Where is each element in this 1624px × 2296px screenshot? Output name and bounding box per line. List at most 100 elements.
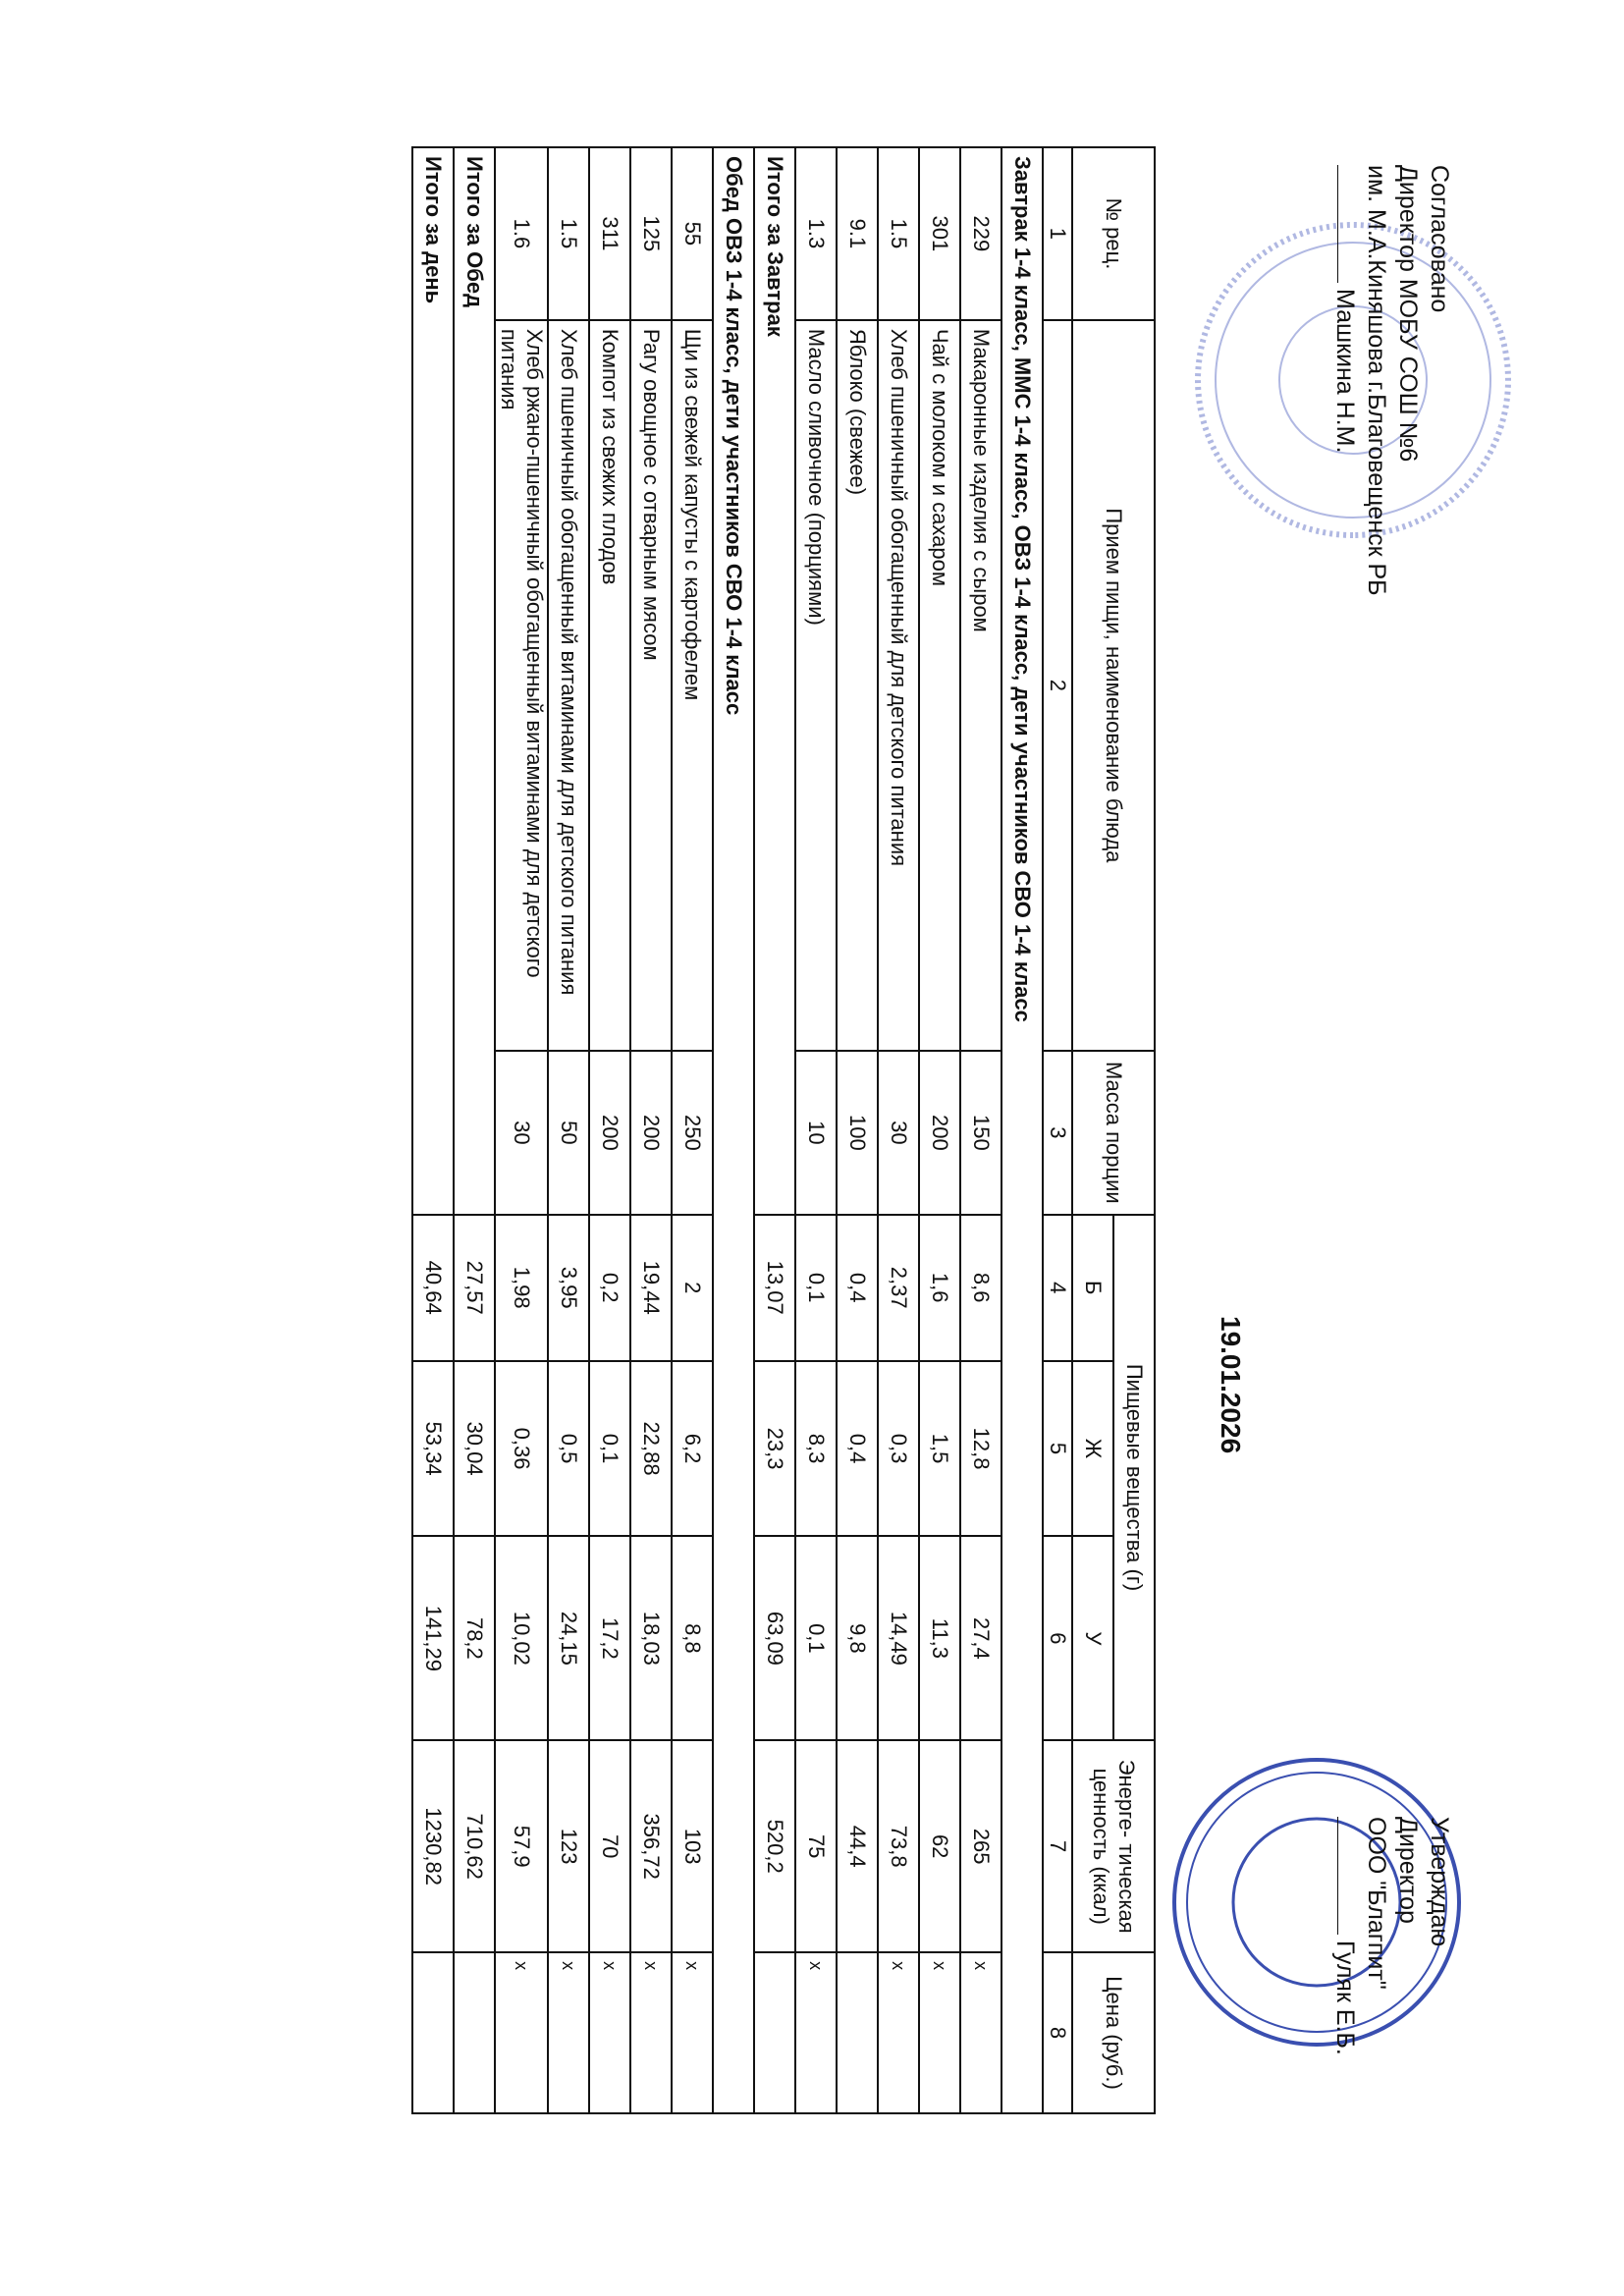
approval-organization: им. М.А.Киняшова г.Благовещенск РБ bbox=[1363, 165, 1390, 596]
fat-value: 0,5 bbox=[548, 1360, 589, 1537]
price-value: x bbox=[878, 1952, 919, 2113]
recipe-number: 1.6 bbox=[495, 147, 548, 320]
dish-name: Чай с молоком и сахаром bbox=[919, 319, 960, 1051]
recipe-number: 1.3 bbox=[795, 147, 837, 320]
total-zh: 30,04 bbox=[454, 1360, 495, 1537]
table-row: 1.5 Хлеб пшеничный обогащенный витаминами… bbox=[548, 147, 589, 2113]
dish-name: Рагу овощное с отварным мясом bbox=[630, 319, 672, 1051]
energy-value: 44,4 bbox=[837, 1740, 878, 1953]
protein-value: 1,6 bbox=[919, 1214, 960, 1361]
total-price bbox=[754, 1952, 795, 2113]
total-zh: 23,3 bbox=[754, 1360, 795, 1537]
price-value bbox=[837, 1952, 878, 2113]
price-value: x bbox=[630, 1952, 672, 2113]
price-value: x bbox=[919, 1952, 960, 2113]
portion-mass: 50 bbox=[548, 1050, 589, 1215]
approval-title: Согласовано bbox=[1426, 165, 1453, 313]
day-total-b: 40,64 bbox=[412, 1214, 454, 1361]
carbs-value: 11,3 bbox=[919, 1536, 960, 1741]
portion-mass: 250 bbox=[672, 1050, 713, 1215]
total-kcal: 710,62 bbox=[454, 1740, 495, 1953]
section-title: Обед ОВЗ 1-4 класс, дети участников СВО … bbox=[713, 147, 754, 2113]
carbs-value: 27,4 bbox=[960, 1536, 1001, 1741]
fat-value: 6,2 bbox=[672, 1360, 713, 1537]
energy-value: 356,72 bbox=[630, 1740, 672, 1953]
carbs-value: 17,2 bbox=[589, 1536, 630, 1741]
total-u: 63,09 bbox=[754, 1536, 795, 1741]
table-row: 1.3 Масло сливочное (порциями) 10 0,1 8,3 0,1… bbox=[795, 147, 837, 2113]
energy-value: 123 bbox=[548, 1740, 589, 1953]
table-row: 55 Щи из свежей капусты с картофелем 250 2 6… bbox=[672, 147, 713, 2113]
column-number: 3 bbox=[1043, 1050, 1072, 1215]
table-row: 125 Рагу овощное с отварным мясом 200 19,44… bbox=[630, 147, 672, 2113]
approval-block-right: Утверждаю Директор ООО "Благпит" Гуляк Е… bbox=[1329, 1817, 1455, 2055]
energy-value: 62 bbox=[919, 1740, 960, 1953]
header-fat: Ж bbox=[1072, 1360, 1113, 1537]
approval-title: Утверждаю bbox=[1426, 1817, 1453, 1947]
price-value: x bbox=[795, 1952, 837, 2113]
table-row: 229 Макаронные изделия с сыром 150 8,6 12,8 2… bbox=[960, 147, 1001, 2113]
protein-value: 2,37 bbox=[878, 1214, 919, 1361]
protein-value: 19,44 bbox=[630, 1214, 672, 1361]
section-header-row: Завтрак 1-4 класс, ММС 1-4 класс, ОВЗ 1-… bbox=[1001, 147, 1043, 2113]
dish-name: Хлеб пшеничный обогащенный для детского … bbox=[878, 319, 919, 1051]
recipe-number: 301 bbox=[919, 147, 960, 320]
header-nutrients: Пищевые вещества (г) bbox=[1113, 1214, 1155, 1741]
portion-mass: 200 bbox=[919, 1050, 960, 1215]
protein-value: 2 bbox=[672, 1214, 713, 1361]
header-carbs: У bbox=[1072, 1536, 1113, 1741]
price-value: x bbox=[495, 1952, 548, 2113]
column-number: 6 bbox=[1043, 1536, 1072, 1741]
carbs-value: 0,1 bbox=[795, 1536, 837, 1741]
energy-value: 265 bbox=[960, 1740, 1001, 1953]
price-value: x bbox=[548, 1952, 589, 2113]
column-number: 8 bbox=[1043, 1952, 1072, 2113]
protein-value: 0,2 bbox=[589, 1214, 630, 1361]
dish-name: Масло сливочное (порциями) bbox=[795, 319, 837, 1051]
total-kcal: 520,2 bbox=[754, 1740, 795, 1953]
menu-table: № рец. Прием пищи, наименование блюда Ма… bbox=[411, 146, 1156, 2114]
fat-value: 22,88 bbox=[630, 1360, 672, 1537]
portion-mass: 200 bbox=[589, 1050, 630, 1215]
recipe-number: 1.5 bbox=[548, 147, 589, 320]
approval-position: Директор bbox=[1394, 1817, 1422, 1924]
fat-value: 0,1 bbox=[589, 1360, 630, 1537]
day-total-row: Итого за день 40,64 53,34 141,29 1230,82 bbox=[412, 147, 454, 2113]
column-number: 4 bbox=[1043, 1214, 1072, 1361]
header-protein: Б bbox=[1072, 1214, 1113, 1361]
table-row: 301 Чай с молоком и сахаром 200 1,6 1,5 11,3 6… bbox=[919, 147, 960, 2113]
table-row: 1.6 Хлеб ржано-пшеничный обогащенный вита… bbox=[495, 147, 548, 2113]
total-b: 27,57 bbox=[454, 1214, 495, 1361]
menu-date: 19.01.2026 bbox=[1216, 1316, 1246, 1454]
price-value: x bbox=[960, 1952, 1001, 2113]
approval-block-left: Согласовано Директор МОБУ СОШ №6 им. М.А… bbox=[1329, 165, 1455, 596]
portion-mass: 200 bbox=[630, 1050, 672, 1215]
day-total-label: Итого за день bbox=[412, 147, 454, 1215]
section-title: Завтрак 1-4 класс, ММС 1-4 класс, ОВЗ 1-… bbox=[1001, 147, 1043, 2113]
fat-value: 1,5 bbox=[919, 1360, 960, 1537]
carbs-value: 18,03 bbox=[630, 1536, 672, 1741]
carbs-value: 8,8 bbox=[672, 1536, 713, 1741]
approval-name: Гуляк Е.Б. bbox=[1331, 1941, 1359, 2055]
price-value: x bbox=[672, 1952, 713, 2113]
portion-mass: 100 bbox=[837, 1050, 878, 1215]
portion-mass: 30 bbox=[878, 1050, 919, 1215]
energy-value: 70 bbox=[589, 1740, 630, 1953]
recipe-number: 229 bbox=[960, 147, 1001, 320]
day-total-zh: 53,34 bbox=[412, 1360, 454, 1537]
protein-value: 0,4 bbox=[837, 1214, 878, 1361]
header-rec-no: № рец. bbox=[1072, 147, 1155, 320]
total-b: 13,07 bbox=[754, 1214, 795, 1361]
dish-name: Хлеб ржано-пшеничный обогащенный витамин… bbox=[495, 319, 548, 1051]
day-total-price bbox=[412, 1952, 454, 2113]
recipe-number: 55 bbox=[672, 147, 713, 320]
total-label: Итого за Обед bbox=[454, 147, 495, 1215]
energy-value: 57,9 bbox=[495, 1740, 548, 1953]
day-total-kcal: 1230,82 bbox=[412, 1740, 454, 1953]
approval-organization: ООО "Благпит" bbox=[1363, 1817, 1390, 1990]
fat-value: 12,8 bbox=[960, 1360, 1001, 1537]
section-header-row: Обед ОВЗ 1-4 класс, дети участников СВО … bbox=[713, 147, 754, 2113]
total-price bbox=[454, 1952, 495, 2113]
